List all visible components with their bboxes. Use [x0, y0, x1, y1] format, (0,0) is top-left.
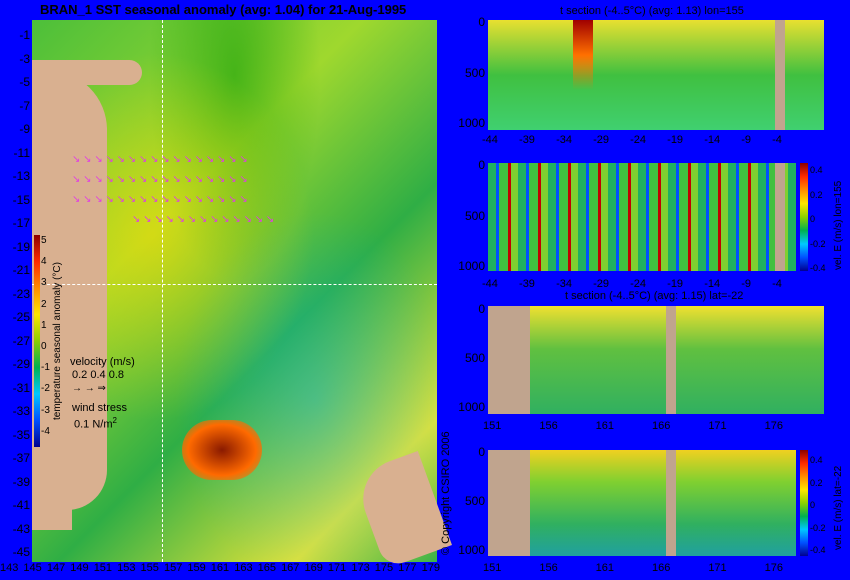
velocity-legend: velocity (m/s): [70, 356, 135, 368]
section3-y-ticks: 0 500 1000: [458, 302, 485, 414]
velocity-values: 0.2 0.4 0.8: [72, 369, 124, 381]
lon-155-line: [162, 20, 163, 562]
section2-land-gap: [775, 163, 785, 271]
section3-land-left: [488, 306, 530, 414]
section1-y-ticks: 0 500 1000: [458, 15, 485, 130]
main-map-x-ticks: 143 145 147 149 151 153 155 157 159 161 163 16…: [0, 562, 440, 574]
section1-land-gap: [775, 20, 785, 130]
wind-arrows-4: ↘ ↘ ↘ ↘ ↘ ↘ ↘ ↘ ↘ ↘ ↘ ↘ ↘: [132, 214, 275, 225]
australia-land: [32, 70, 107, 510]
section1-title: t section (-4..5°C) (avg: 1.13) lon=155: [560, 5, 744, 17]
new-zealand-land: [352, 451, 452, 569]
main-map-title: BRAN_1 SST seasonal anomaly (avg: 1.04) …: [40, 2, 407, 17]
sst-anomaly-map: ↘ ↘ ↘ ↘ ↘ ↘ ↘ ↘ ↘ ↘ ↘ ↘ ↘ ↘ ↘ ↘ ↘ ↘ ↘ ↘ …: [32, 20, 452, 569]
section4-land-gap: [666, 450, 676, 556]
wind-arrows-2: ↘ ↘ ↘ ↘ ↘ ↘ ↘ ↘ ↘ ↘ ↘ ↘ ↘ ↘ ↘ ↘: [72, 174, 248, 185]
section3-x-ticks: 151 156 161 166 171 176: [483, 420, 783, 432]
section3-land-gap: [666, 306, 676, 414]
warm-anomaly-patch: [182, 420, 262, 480]
section4-colorbar: [800, 450, 808, 556]
section4-colorbar-label: vel. E (m/s) lat=-22: [833, 465, 844, 550]
section2-colorbar-ticks: 0.4 0.2 0 -0.2 -0.4: [810, 165, 826, 273]
section4-colorbar-ticks: 0.4 0.2 0 -0.2 -0.4: [810, 455, 826, 555]
lat-22-line: [32, 284, 437, 285]
section3-title: t section (-4..5°C) (avg: 1.15) lat=-22: [565, 290, 744, 302]
main-map-y-ticks: -1 -3 -5 -7 -9 -11 -13 -15 -17 -19 -21 -23 -25…: [12, 28, 30, 559]
wind-arrows: ↘ ↘ ↘ ↘ ↘ ↘ ↘ ↘ ↘ ↘ ↘ ↘ ↘ ↘ ↘ ↘: [72, 154, 248, 165]
wind-arrows-3: ↘ ↘ ↘ ↘ ↘ ↘ ↘ ↘ ↘ ↘ ↘ ↘ ↘ ↘ ↘ ↘: [72, 194, 248, 205]
section1-warm-core: [573, 20, 593, 90]
section2-plot: [488, 163, 796, 271]
velocity-arrows-legend: → → ⇒: [72, 383, 106, 394]
section4-y-ticks: 0 500 1000: [458, 445, 485, 557]
section4-x-ticks: 151 156 161 166 171 176: [483, 562, 783, 574]
section3-plot: [488, 306, 824, 414]
wind-value: 0.1 N/m2: [74, 416, 117, 431]
section2-x-ticks: -44 -39 -34 -29 -24 -19 -14 -9 -4: [482, 278, 782, 290]
section2-colorbar: [800, 163, 808, 271]
section2-y-ticks: 0 500 1000: [458, 158, 485, 273]
png-land: [32, 60, 142, 85]
sst-colorbar-label: temperature seasonal anomaly (°C): [52, 262, 63, 420]
wind-legend: wind stress: [72, 402, 128, 414]
section4-plot: [488, 450, 796, 556]
section1-plot: [488, 20, 824, 130]
sst-colorbar: [34, 235, 40, 447]
sst-colorbar-ticks: 5 4 3 2 1 0 -1 -2 -3 -4: [41, 235, 50, 437]
section4-land-left: [488, 450, 530, 556]
section1-x-ticks: -44 -39 -34 -29 -24 -19 -14 -9 -4: [482, 134, 782, 146]
tasmania-land: [32, 500, 72, 530]
section2-colorbar-label: vel. E (m/s) lon=155: [833, 180, 844, 270]
